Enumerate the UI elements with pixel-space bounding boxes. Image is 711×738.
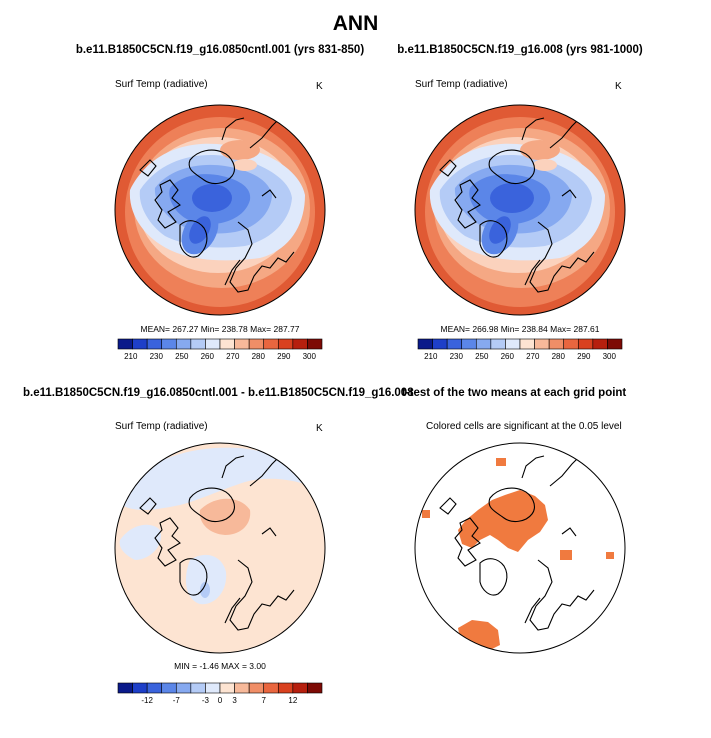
panel2-colorbar-cell xyxy=(505,338,521,350)
panel3-colorbar-cell xyxy=(219,682,235,694)
panel2-colorbar-cell xyxy=(461,338,477,350)
panel3-colorbar-cell xyxy=(132,682,148,694)
panel3-colorbar-cell xyxy=(277,682,294,694)
panel1-colorbar-cell xyxy=(248,338,265,350)
panel2-colorbar-tick-label: 230 xyxy=(450,352,464,361)
panel3-variable-label: Surf Temp (radiative) xyxy=(115,421,208,432)
panel1-colorbar-tick-label: 270 xyxy=(226,352,240,361)
panel2-colorbar-tick-label: 270 xyxy=(526,352,540,361)
panel3-colorbar-cell xyxy=(307,682,323,694)
panel3-colorbar-cell xyxy=(263,682,279,694)
panel1-colorbar-cell xyxy=(205,338,221,350)
panel3-colorbar-tick-label: -7 xyxy=(173,696,181,705)
panel2-colorbar-tick-label: 250 xyxy=(475,352,489,361)
panel1-colorbar-cell xyxy=(117,338,133,350)
panel2-colorbar-tick-label: 210 xyxy=(424,352,438,361)
panel2-map xyxy=(414,104,626,316)
panel3-colorbar-tick-label: -12 xyxy=(141,696,153,705)
panel3-colorbar-cell xyxy=(234,682,250,694)
panel1-stats: MEAN= 267.27 Min= 238.78 Max= 287.77 xyxy=(140,324,300,334)
panel1-colorbar-cell xyxy=(263,338,279,350)
panel2-title: b.e11.B1850C5CN.f19_g16.008 (yrs 981-100… xyxy=(397,44,643,56)
panel2-colorbar-cell xyxy=(548,338,565,350)
panel3-colorbar: -12 -7 -3 0 3 7 12 xyxy=(117,682,323,705)
panel2-colorbar: 210 230 250 260 270 280 290 300 xyxy=(417,338,623,361)
panel3-colorbar-cell xyxy=(146,682,163,694)
panel1-colorbar-tick-label: 290 xyxy=(277,352,291,361)
panel1-map xyxy=(114,104,326,316)
page-title: ANN xyxy=(332,12,379,35)
panel1-colorbar-tick-label: 260 xyxy=(201,352,215,361)
panel1-colorbar-tick-label: 300 xyxy=(303,352,317,361)
panel3-colorbar-cell xyxy=(205,682,221,694)
panel3-map xyxy=(114,442,326,654)
panel2-colorbar-cell xyxy=(592,338,608,350)
panel3-colorbar-tick-label: 3 xyxy=(232,696,237,705)
panel2-colorbar-cell xyxy=(432,338,448,350)
panel2-colorbar-cell xyxy=(607,338,623,350)
panel1-colorbar-cell xyxy=(234,338,250,350)
panel2-colorbar-cell xyxy=(490,338,506,350)
panel1-colorbar-cell xyxy=(307,338,323,350)
panel3-colorbar-cell xyxy=(117,682,133,694)
panel2-colorbar-cell xyxy=(534,338,550,350)
panel4-title: t-test of the two means at each grid poi… xyxy=(402,387,627,399)
panel1-colorbar-tick-label: 210 xyxy=(124,352,138,361)
panel3-colorbar-cell xyxy=(248,682,265,694)
panel3-colorbar-cell xyxy=(292,682,308,694)
panel1-variable-label: Surf Temp (radiative) xyxy=(115,79,208,90)
panel3-colorbar-cell xyxy=(175,682,192,694)
panel1-units-label: K xyxy=(316,81,323,92)
panel1-colorbar-cell xyxy=(175,338,192,350)
panel2-colorbar-tick-label: 290 xyxy=(577,352,591,361)
panel3-title: b.e11.B1850C5CN.f19_g16.0850cntl.001 - b… xyxy=(23,387,414,399)
panel1-colorbar-tick-label: 250 xyxy=(175,352,189,361)
panel2-colorbar-tick-label: 260 xyxy=(501,352,515,361)
panel2-colorbar-cell xyxy=(475,338,492,350)
panel4-subtitle: Colored cells are significant at the 0.0… xyxy=(426,421,622,432)
panel3-colorbar-tick-label: 7 xyxy=(261,696,266,705)
panel1-colorbar-tick-label: 280 xyxy=(252,352,266,361)
panel3-colorbar-tick-label: 0 xyxy=(218,696,223,705)
panel2-colorbar-cell xyxy=(446,338,463,350)
panel3-colorbar-tick-label: 12 xyxy=(288,696,297,705)
panel3-colorbar-cell xyxy=(161,682,177,694)
panel2-colorbar-cell xyxy=(563,338,579,350)
panel3-colorbar-tick-label: -3 xyxy=(202,696,210,705)
panel2-colorbar-cell xyxy=(577,338,594,350)
panel2-colorbar-tick-label: 280 xyxy=(552,352,566,361)
panel3-colorbar-cell xyxy=(190,682,206,694)
panel1-colorbar-tick-label: 230 xyxy=(150,352,164,361)
panel1-title: b.e11.B1850C5CN.f19_g16.0850cntl.001 (yr… xyxy=(75,44,365,56)
panel4-map xyxy=(414,442,626,654)
panel2-colorbar-tick-label: 300 xyxy=(603,352,617,361)
panel1-colorbar: 210 230 250 260 270 280 290 300 xyxy=(117,338,323,361)
panel2-colorbar-cell xyxy=(417,338,433,350)
panel1-colorbar-cell xyxy=(161,338,177,350)
panel2-units-label: K xyxy=(615,81,622,92)
panel3-units-label: K xyxy=(316,423,323,434)
panel3-stats: MIN = -1.46 MAX = 3.00 xyxy=(174,661,266,671)
panel2-variable-label: Surf Temp (radiative) xyxy=(415,79,508,90)
panel2-colorbar-cell xyxy=(519,338,535,350)
panel1-colorbar-cell xyxy=(132,338,148,350)
panel1-colorbar-cell xyxy=(146,338,163,350)
panel1-colorbar-cell xyxy=(190,338,206,350)
panel2-stats: MEAN= 266.98 Min= 238.84 Max= 287.61 xyxy=(440,324,600,334)
panel1-colorbar-cell xyxy=(219,338,235,350)
panel1-colorbar-cell xyxy=(277,338,294,350)
panel1-colorbar-cell xyxy=(292,338,308,350)
